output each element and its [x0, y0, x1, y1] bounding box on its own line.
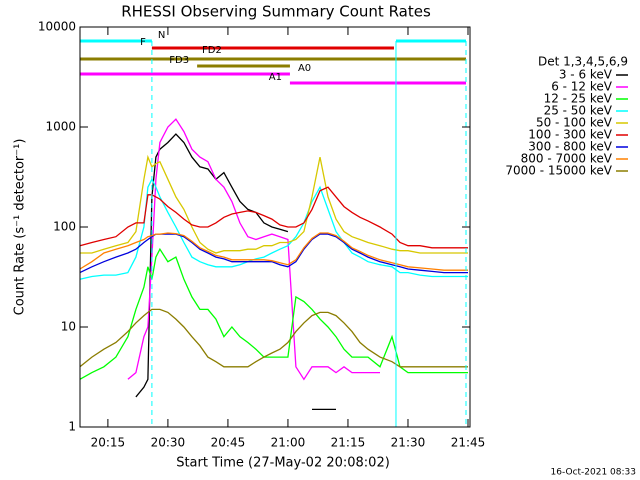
- y-tick-label: 1000: [45, 120, 76, 134]
- y-tick-label: 10: [61, 320, 76, 334]
- legend-label: 100 - 300 keV: [528, 128, 612, 142]
- legend-label: 7000 - 15000 keV: [505, 164, 612, 178]
- legend-label: 300 - 800 keV: [528, 140, 612, 154]
- x-axis-label: Start Time (27-May-02 20:08:02): [176, 456, 390, 471]
- y-axis-label: Count Rate (s⁻¹ detector⁻¹): [13, 139, 28, 316]
- series-line: [79, 186, 468, 249]
- x-tick-label: 21:15: [331, 436, 366, 450]
- x-tick-label: 21:30: [391, 436, 426, 450]
- x-tick-label: 20:30: [151, 436, 186, 450]
- legend-title: Det 1,3,4,5,6,9: [538, 55, 628, 69]
- chart-title: RHESSI Observing Summary Count Rates: [121, 3, 431, 21]
- y-tick-label: 1: [68, 420, 76, 434]
- x-tick-label: 20:45: [211, 436, 246, 450]
- flag-label: FD2: [202, 45, 222, 56]
- series-line: [79, 233, 468, 274]
- flag-label: N: [158, 30, 165, 41]
- series-line: [79, 232, 468, 271]
- series-line: [127, 118, 380, 381]
- series-line: [79, 177, 468, 280]
- flag-label: A1: [269, 72, 282, 83]
- legend-label: 12 - 25 keV: [544, 92, 613, 106]
- flag-label: A0: [298, 63, 311, 74]
- x-tick-label: 20:15: [91, 436, 126, 450]
- legend-label: 25 - 50 keV: [544, 104, 613, 118]
- x-tick-label: 21:00: [271, 436, 306, 450]
- legend-label: 800 - 7000 keV: [521, 152, 613, 166]
- legend-label: 3 - 6 keV: [559, 68, 613, 82]
- flag-label: FD3: [169, 55, 189, 66]
- y-tick-label: 100: [53, 220, 76, 234]
- series-line: [135, 133, 336, 411]
- series-line: [79, 247, 468, 380]
- legend-label: 6 - 12 keV: [551, 80, 613, 94]
- y-tick-label: 10000: [38, 20, 76, 34]
- series-line: [79, 154, 468, 254]
- x-tick-label: 21:45: [451, 436, 486, 450]
- series-line: [79, 308, 468, 368]
- timestamp: 16-Oct-2021 08:33: [551, 468, 636, 478]
- legend-label: 50 - 100 keV: [536, 116, 613, 130]
- flag-label: F: [140, 37, 146, 48]
